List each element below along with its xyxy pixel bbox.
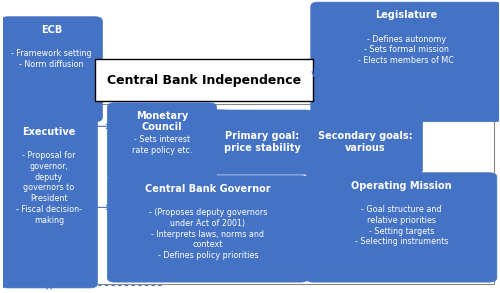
Text: Executive: Executive (22, 127, 76, 137)
FancyBboxPatch shape (95, 59, 314, 101)
FancyBboxPatch shape (0, 17, 102, 122)
Text: Central Bank Governor: Central Bank Governor (145, 183, 270, 194)
Text: - Defines autonomy
- Sets formal mission
- Elects members of MC: - Defines autonomy - Sets formal mission… (358, 35, 454, 65)
Bar (95, 104, 494, 284)
Text: - Sets interest
rate policy etc.: - Sets interest rate policy etc. (132, 135, 192, 155)
FancyBboxPatch shape (212, 110, 314, 174)
Text: ECB: ECB (41, 25, 62, 35)
Text: - Framework setting
- Norm diffusion: - Framework setting - Norm diffusion (12, 49, 92, 69)
Text: - Proposal for
governor,
deputy
governors to
President
- Fiscal decision-
making: - Proposal for governor, deputy governor… (16, 151, 82, 225)
Text: Primary goal:
price stability: Primary goal: price stability (224, 131, 301, 153)
Text: Central Bank Independence: Central Bank Independence (107, 74, 301, 87)
Text: Monetary
Council: Monetary Council (136, 111, 188, 132)
FancyBboxPatch shape (108, 176, 308, 282)
Text: Legislature: Legislature (375, 10, 438, 20)
FancyBboxPatch shape (0, 119, 98, 288)
Text: Operating Mission: Operating Mission (351, 180, 452, 191)
Text: - Goal structure and
relative priorities
- Setting targets
- Selecting instrumen: - Goal structure and relative priorities… (354, 205, 448, 246)
Text: - (Proposes deputy governors
under Act of 2001)
- Interprets laws, norms and
con: - (Proposes deputy governors under Act o… (148, 208, 267, 260)
FancyBboxPatch shape (306, 173, 497, 282)
FancyBboxPatch shape (108, 103, 216, 180)
Text: Secondary goals:
various: Secondary goals: various (318, 131, 412, 153)
FancyBboxPatch shape (311, 2, 500, 122)
FancyBboxPatch shape (308, 110, 422, 174)
